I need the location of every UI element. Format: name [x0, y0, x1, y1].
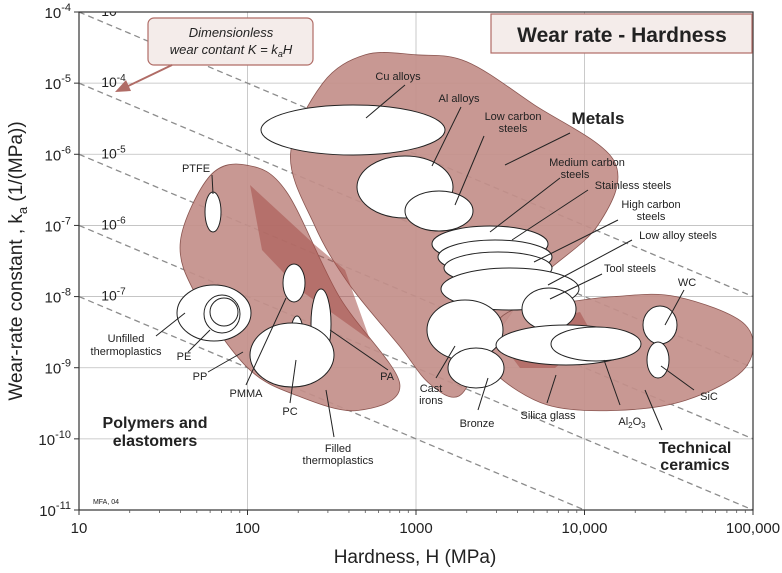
y-axis: 10-4 10-5 10-6 10-7 10-8 10-9 10-10 10-11 [38, 2, 79, 520]
label-low-alloy-steels: Low alloy steels [639, 230, 717, 242]
label-metals: Metals [572, 109, 625, 128]
label-technical-1: Technical [659, 440, 732, 457]
label-polymers-1: Polymers and [103, 415, 208, 432]
y-tick-label: 10-4 [45, 2, 71, 22]
k-annotation: Dimensionless wear contant K = kaH [115, 17, 314, 92]
label-medium-carbon-2: steels [561, 169, 590, 181]
label-cu-alloys: Cu alloys [375, 71, 421, 83]
guide-line-label: 10-6 [101, 216, 126, 233]
bubble-tool-steels [521, 287, 577, 331]
y-tick-label: 10-8 [45, 287, 71, 307]
x-tick-label: 10,000 [562, 520, 608, 537]
label-cast-irons-2: irons [419, 395, 443, 407]
label-filled-2: thermoplastics [303, 455, 374, 467]
label-wc: WC [678, 277, 696, 289]
label-ptfe: PTFE [182, 163, 210, 175]
y-axis-label: Wear-rate constant , ka (1/(MPa)) [6, 121, 30, 400]
polymer-metal-overlap [250, 185, 370, 340]
leader-lines [155, 84, 695, 438]
label-bronze: Bronze [460, 418, 495, 430]
bubble-bronze [447, 347, 505, 389]
y-tick-label: 10-7 [45, 215, 71, 235]
label-pe: PE [177, 351, 192, 363]
label-high-carbon-2: steels [637, 211, 666, 223]
label-pmma: PMMA [230, 388, 264, 400]
label-medium-carbon-1: Medium carbon [549, 157, 625, 169]
k-annotation-arrow [123, 64, 173, 89]
label-unfilled-2: thermoplastics [91, 346, 162, 358]
y-tick-label: 10-9 [45, 358, 71, 378]
label-unfilled-1: Unfilled [108, 333, 145, 345]
label-filled-1: Filled [325, 443, 351, 455]
label-cast-irons-1: Cast [420, 383, 443, 395]
label-pc: PC [282, 406, 297, 418]
label-pa: PA [380, 371, 395, 383]
guide-line-label: 10-4 [101, 73, 126, 90]
label-high-carbon-1: High carbon [621, 199, 680, 211]
bubble-filled-thermoplastics [249, 322, 335, 388]
k-annotation-arrowhead [115, 80, 131, 92]
bubble-low-carbon-steels [404, 190, 474, 232]
material-labels: Cu alloys Al alloys Low carbon steels Me… [91, 71, 732, 506]
material-bubbles [176, 104, 678, 389]
y-tick-label: 10-5 [45, 73, 71, 93]
y-tick-label: 10-11 [39, 500, 71, 520]
x-axis-label: Hardness, H (MPa) [334, 547, 497, 568]
guide-line-label: 10-5 [101, 144, 126, 161]
x-tick-label: 100 [235, 520, 260, 537]
bubble-cu-alloys [260, 104, 446, 156]
label-al-alloys: Al alloys [439, 93, 480, 105]
bubble-pp [209, 297, 239, 327]
y-tick-label: 10-6 [45, 144, 71, 164]
label-polymers-2: elastomers [113, 433, 198, 450]
chart-title: Wear rate - Hardness [517, 24, 727, 47]
bubble-al2o3 [550, 326, 642, 362]
guide-line [79, 295, 587, 510]
guide-line-label: 10-7 [101, 287, 126, 304]
bubble-sic [646, 341, 670, 379]
x-tick-label: 1000 [399, 520, 432, 537]
label-low-carbon-1: Low carbon [485, 111, 542, 123]
k-annotation-line1: Dimensionless [189, 25, 274, 40]
label-stainless-steels: Stainless steels [595, 180, 672, 192]
label-pp: PP [193, 371, 208, 383]
chart-title-box: Wear rate - Hardness [490, 13, 753, 54]
x-tick-label: 10 [71, 520, 88, 537]
label-tool-steels: Tool steels [604, 263, 656, 275]
y-tick-label: 10-10 [38, 429, 71, 449]
bubble-pmma [282, 263, 306, 303]
label-al2o3: Al2O3 [618, 416, 646, 430]
label-low-carbon-2: steels [499, 123, 528, 135]
bubble-ptfe [204, 191, 222, 233]
credit-label: MFA, 04 [93, 499, 119, 506]
label-sic: SiC [700, 391, 718, 403]
label-silica-glass: Silica glass [520, 410, 576, 422]
k-annotation-line2: wear contant K = kaH [170, 42, 293, 59]
label-technical-2: ceramics [660, 457, 729, 474]
x-tick-label: 100,000 [726, 520, 780, 537]
x-axis: 10 100 1000 10,000 100,000 [71, 510, 780, 537]
